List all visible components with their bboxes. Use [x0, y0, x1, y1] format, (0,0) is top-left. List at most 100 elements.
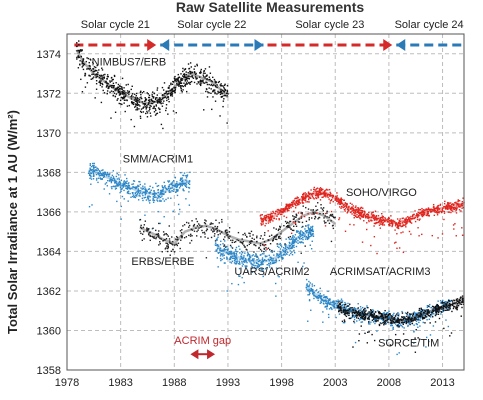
data-point — [101, 169, 103, 172]
data-point — [269, 218, 271, 220]
data-point — [311, 228, 314, 230]
data-point — [375, 216, 377, 218]
arrowhead-right — [254, 39, 264, 51]
data-point — [376, 330, 378, 332]
data-point — [403, 224, 405, 226]
data-point — [462, 206, 465, 209]
data-point — [270, 256, 272, 259]
data-point — [321, 192, 323, 195]
data-point — [238, 245, 240, 248]
data-point — [320, 204, 322, 206]
data-point — [105, 182, 108, 184]
data-point — [368, 211, 370, 214]
data-point — [181, 182, 184, 185]
data-point — [279, 248, 282, 250]
data-point — [359, 217, 361, 219]
data-point — [138, 98, 141, 101]
data-point — [101, 75, 104, 77]
data-point — [356, 207, 358, 209]
data-point — [354, 341, 357, 344]
data-point — [130, 196, 132, 198]
data-point — [380, 322, 382, 325]
data-point — [336, 300, 339, 303]
data-point — [98, 177, 100, 179]
data-point — [163, 200, 166, 202]
data-point — [337, 304, 339, 307]
data-point — [111, 80, 113, 82]
data-point — [419, 311, 421, 314]
data-point — [185, 184, 188, 186]
data-point — [118, 180, 121, 183]
data-point — [203, 221, 206, 224]
data-point — [149, 112, 152, 114]
data-point — [418, 315, 421, 318]
data-point — [241, 238, 243, 240]
data-point — [409, 220, 412, 222]
data-point — [227, 236, 229, 238]
data-point — [376, 217, 379, 220]
data-point — [357, 307, 359, 309]
data-point — [232, 252, 234, 255]
data-point — [446, 206, 448, 208]
data-point — [325, 192, 327, 194]
data-point — [453, 208, 456, 211]
data-point — [397, 318, 399, 320]
data-point — [102, 173, 104, 175]
data-point — [415, 316, 417, 318]
data-point — [161, 262, 163, 264]
data-point — [92, 61, 94, 64]
data-point — [301, 197, 304, 200]
data-point — [386, 311, 388, 314]
data-point — [449, 208, 452, 210]
data-point — [367, 217, 369, 219]
data-point — [224, 240, 226, 242]
data-point — [256, 235, 258, 237]
data-point — [183, 237, 186, 239]
data-point — [168, 242, 171, 244]
data-point — [361, 310, 363, 313]
data-point — [179, 185, 182, 188]
data-point — [270, 218, 273, 221]
data-point — [363, 210, 365, 212]
data-point — [79, 49, 82, 51]
data-point — [418, 321, 420, 324]
data-point — [126, 191, 129, 193]
data-point — [442, 305, 445, 308]
data-point — [243, 260, 245, 262]
data-point — [400, 232, 402, 234]
data-point — [149, 196, 151, 198]
data-point — [174, 184, 177, 187]
data-point — [407, 324, 409, 326]
data-point — [259, 248, 262, 251]
data-point — [101, 86, 103, 88]
data-point — [414, 210, 416, 212]
data-point — [411, 215, 414, 218]
data-point — [185, 82, 188, 84]
data-point — [305, 194, 307, 196]
data-point — [157, 235, 159, 237]
data-point — [115, 175, 118, 178]
data-point — [178, 85, 180, 87]
x-tick-label: 2008 — [377, 377, 401, 389]
data-point — [381, 222, 383, 224]
data-point — [220, 88, 222, 91]
data-point — [94, 70, 96, 73]
data-point — [299, 237, 301, 240]
data-point — [307, 229, 309, 232]
data-point — [292, 201, 295, 203]
data-point — [152, 199, 154, 202]
data-point — [315, 190, 317, 193]
data-point — [456, 304, 458, 307]
data-point — [356, 312, 359, 315]
data-point — [375, 217, 378, 220]
data-point — [443, 210, 446, 213]
data-point — [399, 224, 401, 227]
data-point — [280, 209, 282, 211]
data-point — [349, 223, 351, 226]
data-point — [394, 333, 397, 336]
data-point — [406, 315, 408, 318]
data-point — [307, 234, 310, 236]
data-point — [318, 193, 321, 196]
data-point — [337, 305, 339, 308]
data-point — [140, 90, 142, 92]
